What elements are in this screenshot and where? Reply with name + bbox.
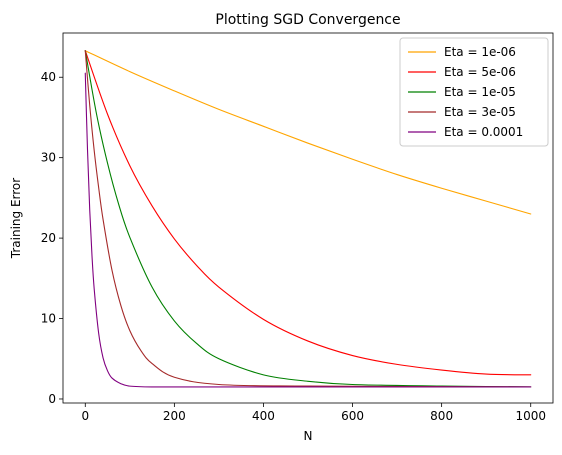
series-line-4	[84, 50, 532, 388]
x-tick-label: 1000	[515, 409, 546, 423]
legend-label-2: Eta = 5e-06	[444, 65, 516, 79]
y-tick-label: 30	[41, 151, 56, 165]
x-tick-label: 600	[341, 409, 364, 423]
series-line-5	[84, 72, 532, 388]
series-line-1	[84, 50, 532, 215]
plot-area-frame	[62, 32, 554, 404]
series-line-2	[84, 50, 532, 376]
legend-label-4: Eta = 3e-05	[444, 105, 516, 119]
legend: Eta = 1e-06 Eta = 5e-06 Eta = 1e-05 Eta = 3…	[399, 37, 549, 147]
y-tick-label: 0	[48, 392, 56, 406]
x-tick-label: 200	[163, 409, 186, 423]
y-axis: 0 10 20 30 40	[41, 70, 63, 406]
x-tick-label: 800	[430, 409, 453, 423]
legend-label-1: Eta = 1e-06	[444, 45, 516, 59]
legend-label-5: Eta = 0.0001	[444, 125, 523, 139]
y-tick-label: 10	[41, 312, 56, 326]
x-axis: 0 200 400 600 800 1000	[81, 403, 546, 423]
x-axis-label: N	[304, 429, 313, 443]
y-tick-label: 20	[41, 231, 56, 245]
series-line-3	[84, 50, 532, 388]
y-tick-label: 40	[41, 70, 56, 84]
legend-label-3: Eta = 1e-05	[444, 85, 516, 99]
x-tick-label: 400	[252, 409, 275, 423]
legend-box	[399, 37, 549, 147]
x-tick-label: 0	[81, 409, 89, 423]
chart-title: Plotting SGD Convergence	[215, 12, 400, 28]
y-axis-label: Training Error	[9, 178, 23, 259]
